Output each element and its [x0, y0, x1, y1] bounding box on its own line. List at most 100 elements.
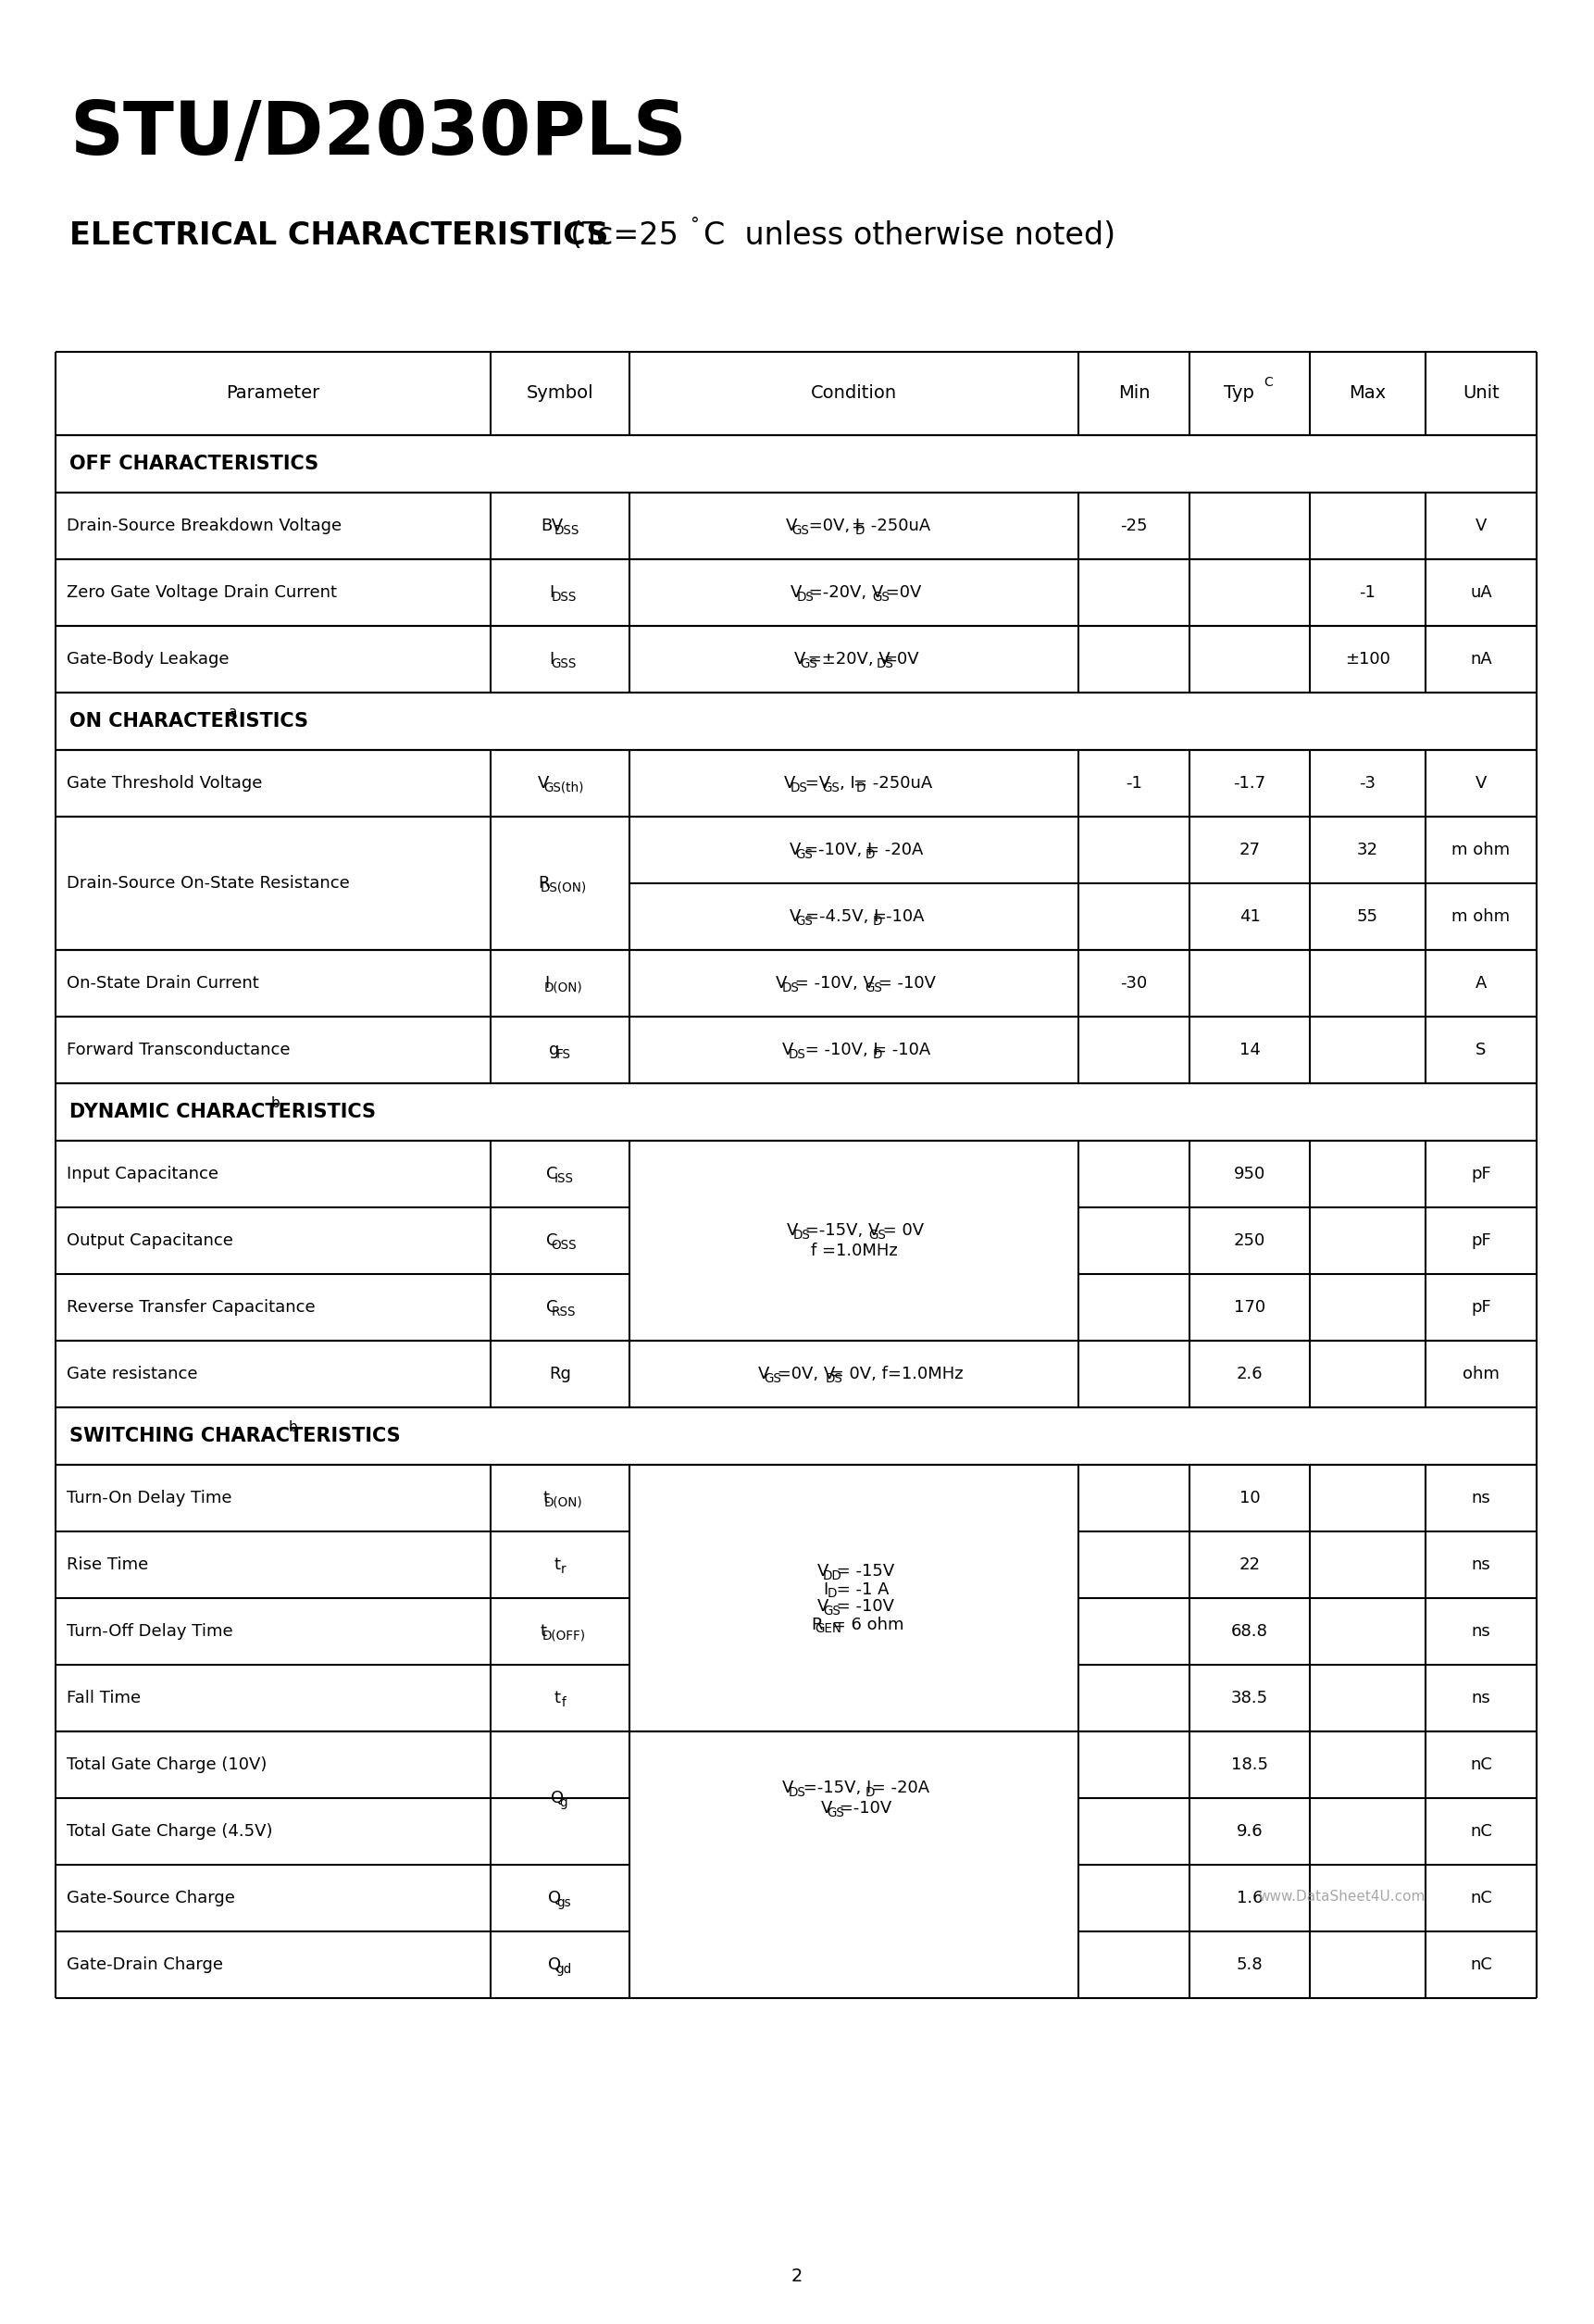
Text: Max: Max — [1349, 386, 1387, 402]
Text: Condition: Condition — [811, 386, 897, 402]
Text: Input Capacitance: Input Capacitance — [67, 1167, 218, 1183]
Text: On-State Drain Current: On-State Drain Current — [67, 976, 258, 992]
Text: = -10V: = -10V — [832, 1599, 894, 1615]
Text: -25: -25 — [1121, 518, 1148, 535]
Text: GS: GS — [869, 1229, 886, 1241]
Text: GS(th): GS(th) — [544, 781, 583, 795]
Text: V: V — [789, 909, 802, 925]
Text: DS: DS — [789, 1048, 807, 1060]
Text: C  unless otherwise noted): C unless otherwise noted) — [703, 221, 1116, 251]
Text: ON CHARACTERISTICS: ON CHARACTERISTICS — [70, 711, 308, 730]
Text: b: b — [271, 1097, 281, 1109]
Text: Q: Q — [548, 1889, 561, 1906]
Text: = -20A: = -20A — [867, 1780, 929, 1796]
Text: D: D — [866, 1785, 875, 1799]
Text: Symbol: Symbol — [526, 386, 593, 402]
Text: ISS: ISS — [555, 1171, 574, 1185]
Text: = -10V, V: = -10V, V — [789, 976, 875, 992]
Text: ohm: ohm — [1463, 1367, 1500, 1383]
Text: 9.6: 9.6 — [1237, 1822, 1262, 1841]
Text: D(OFF): D(OFF) — [542, 1629, 585, 1643]
Text: D: D — [866, 848, 875, 860]
Text: g: g — [559, 1796, 567, 1808]
Text: -3: -3 — [1360, 774, 1376, 792]
Text: V: V — [818, 1564, 829, 1580]
Text: = 6 ohm: = 6 ohm — [827, 1615, 904, 1634]
Text: D: D — [872, 1048, 881, 1060]
Text: , I: , I — [840, 774, 856, 792]
Text: pF: pF — [1471, 1167, 1490, 1183]
Text: 14: 14 — [1239, 1041, 1261, 1057]
Text: Gate-Drain Charge: Gate-Drain Charge — [67, 1957, 223, 1973]
Text: FS: FS — [556, 1048, 571, 1060]
Text: DS: DS — [783, 981, 800, 995]
Text: gd: gd — [556, 1961, 572, 1975]
Text: m ohm: m ohm — [1452, 841, 1510, 858]
Text: ±100: ±100 — [1345, 651, 1390, 667]
Text: GSS: GSS — [552, 658, 577, 669]
Text: m ohm: m ohm — [1452, 909, 1510, 925]
Text: = -1 A: = -1 A — [832, 1580, 889, 1597]
Text: 170: 170 — [1234, 1299, 1266, 1315]
Text: 55: 55 — [1356, 909, 1379, 925]
Text: t: t — [555, 1557, 561, 1573]
Text: DS: DS — [791, 781, 808, 795]
Text: DS: DS — [826, 1371, 843, 1385]
Text: V: V — [1476, 774, 1487, 792]
Text: 2: 2 — [791, 2266, 803, 2284]
Text: Rise Time: Rise Time — [67, 1557, 148, 1573]
Text: A: A — [1476, 976, 1487, 992]
Text: 41: 41 — [1239, 909, 1261, 925]
Text: =-10V: =-10V — [834, 1801, 891, 1817]
Text: b: b — [289, 1420, 298, 1434]
Text: nC: nC — [1470, 1822, 1492, 1841]
Text: RSS: RSS — [552, 1306, 575, 1318]
Text: D: D — [856, 781, 866, 795]
Text: GS: GS — [795, 848, 813, 860]
Text: D(ON): D(ON) — [544, 981, 583, 995]
Text: DS(ON): DS(ON) — [540, 881, 587, 895]
Text: GS: GS — [872, 590, 889, 604]
Text: Unit: Unit — [1463, 386, 1500, 402]
Text: =-20V, V: =-20V, V — [803, 583, 883, 602]
Text: = -20A: = -20A — [866, 841, 923, 858]
Text: -1: -1 — [1360, 583, 1376, 602]
Text: Reverse Transfer Capacitance: Reverse Transfer Capacitance — [67, 1299, 316, 1315]
Text: Output Capacitance: Output Capacitance — [67, 1232, 233, 1248]
Text: = -10V, I: = -10V, I — [799, 1041, 878, 1057]
Text: (Tc=25: (Tc=25 — [552, 221, 679, 251]
Text: Gate-Body Leakage: Gate-Body Leakage — [67, 651, 230, 667]
Text: Min: Min — [1117, 386, 1149, 402]
Text: pF: pF — [1471, 1232, 1490, 1248]
Text: V: V — [789, 841, 802, 858]
Text: GS: GS — [792, 523, 810, 537]
Text: DD: DD — [823, 1569, 842, 1583]
Text: D: D — [872, 913, 881, 927]
Text: STU/D2030PLS: STU/D2030PLS — [70, 98, 687, 170]
Text: =-10A: =-10A — [872, 909, 925, 925]
Text: D(ON): D(ON) — [544, 1497, 583, 1508]
Text: pF: pF — [1471, 1299, 1490, 1315]
Text: 250: 250 — [1234, 1232, 1266, 1248]
Text: Gate resistance: Gate resistance — [67, 1367, 198, 1383]
Text: V: V — [794, 651, 805, 667]
Text: uA: uA — [1470, 583, 1492, 602]
Text: Rg: Rg — [548, 1367, 571, 1383]
Text: Parameter: Parameter — [226, 386, 320, 402]
Text: DS: DS — [789, 1785, 807, 1799]
Text: nC: nC — [1470, 1957, 1492, 1973]
Text: =0V, I: =0V, I — [803, 518, 859, 535]
Text: V: V — [786, 518, 797, 535]
Text: = -10A: = -10A — [874, 1041, 931, 1057]
Text: D: D — [827, 1587, 837, 1599]
Text: V: V — [783, 1041, 794, 1057]
Text: V: V — [818, 1599, 829, 1615]
Text: 2.6: 2.6 — [1237, 1367, 1262, 1383]
Text: I: I — [544, 976, 548, 992]
Text: g: g — [550, 1041, 559, 1057]
Text: 18.5: 18.5 — [1231, 1757, 1269, 1773]
Text: °: ° — [690, 216, 698, 232]
Text: Gate Threshold Voltage: Gate Threshold Voltage — [67, 774, 263, 792]
Text: ns: ns — [1471, 1557, 1490, 1573]
Text: =±20V, V: =±20V, V — [803, 651, 891, 667]
